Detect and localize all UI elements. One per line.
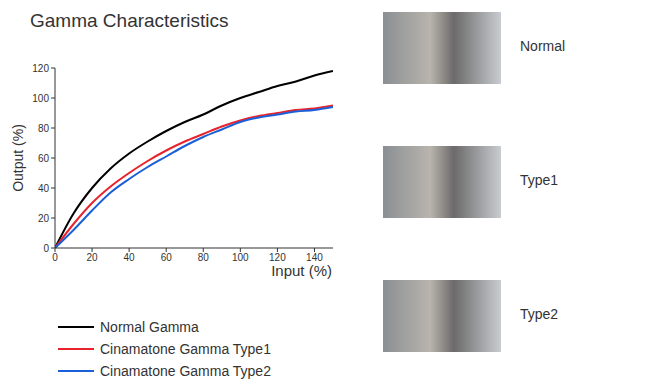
svg-text:100: 100: [232, 252, 249, 263]
svg-text:0: 0: [43, 243, 49, 254]
svg-text:20: 20: [38, 213, 50, 224]
html-text:Normal: Normal: [520, 38, 566, 54]
svg-text:140: 140: [306, 252, 323, 263]
html-text:Cinamatone Gamma Type1: Cinamatone Gamma Type1: [100, 341, 271, 357]
svg-text:40: 40: [38, 183, 50, 194]
html-text:Type1: Type1: [520, 172, 559, 188]
html-text:Cinamatone Gamma Type2: Cinamatone Gamma Type2: [100, 363, 271, 379]
svg-text:60: 60: [161, 252, 173, 263]
html-text:Input (%): Input (%): [271, 262, 332, 279]
svg-text:120: 120: [269, 252, 286, 263]
svg-text:120: 120: [32, 63, 49, 74]
html-text:Normal Gamma: Normal Gamma: [100, 319, 199, 335]
svg-text:40: 40: [124, 252, 136, 263]
svg-text:20: 20: [87, 252, 99, 263]
svg-text:60: 60: [38, 153, 50, 164]
html-text:Gamma Characteristics: Gamma Characteristics: [30, 10, 229, 31]
svg-text:100: 100: [32, 93, 49, 104]
html-text:Output (%): Output (%): [10, 124, 26, 192]
svg-text:0: 0: [52, 252, 58, 263]
svg-text:80: 80: [198, 252, 210, 263]
html-text:Type2: Type2: [520, 306, 559, 322]
svg-text:80: 80: [38, 123, 50, 134]
